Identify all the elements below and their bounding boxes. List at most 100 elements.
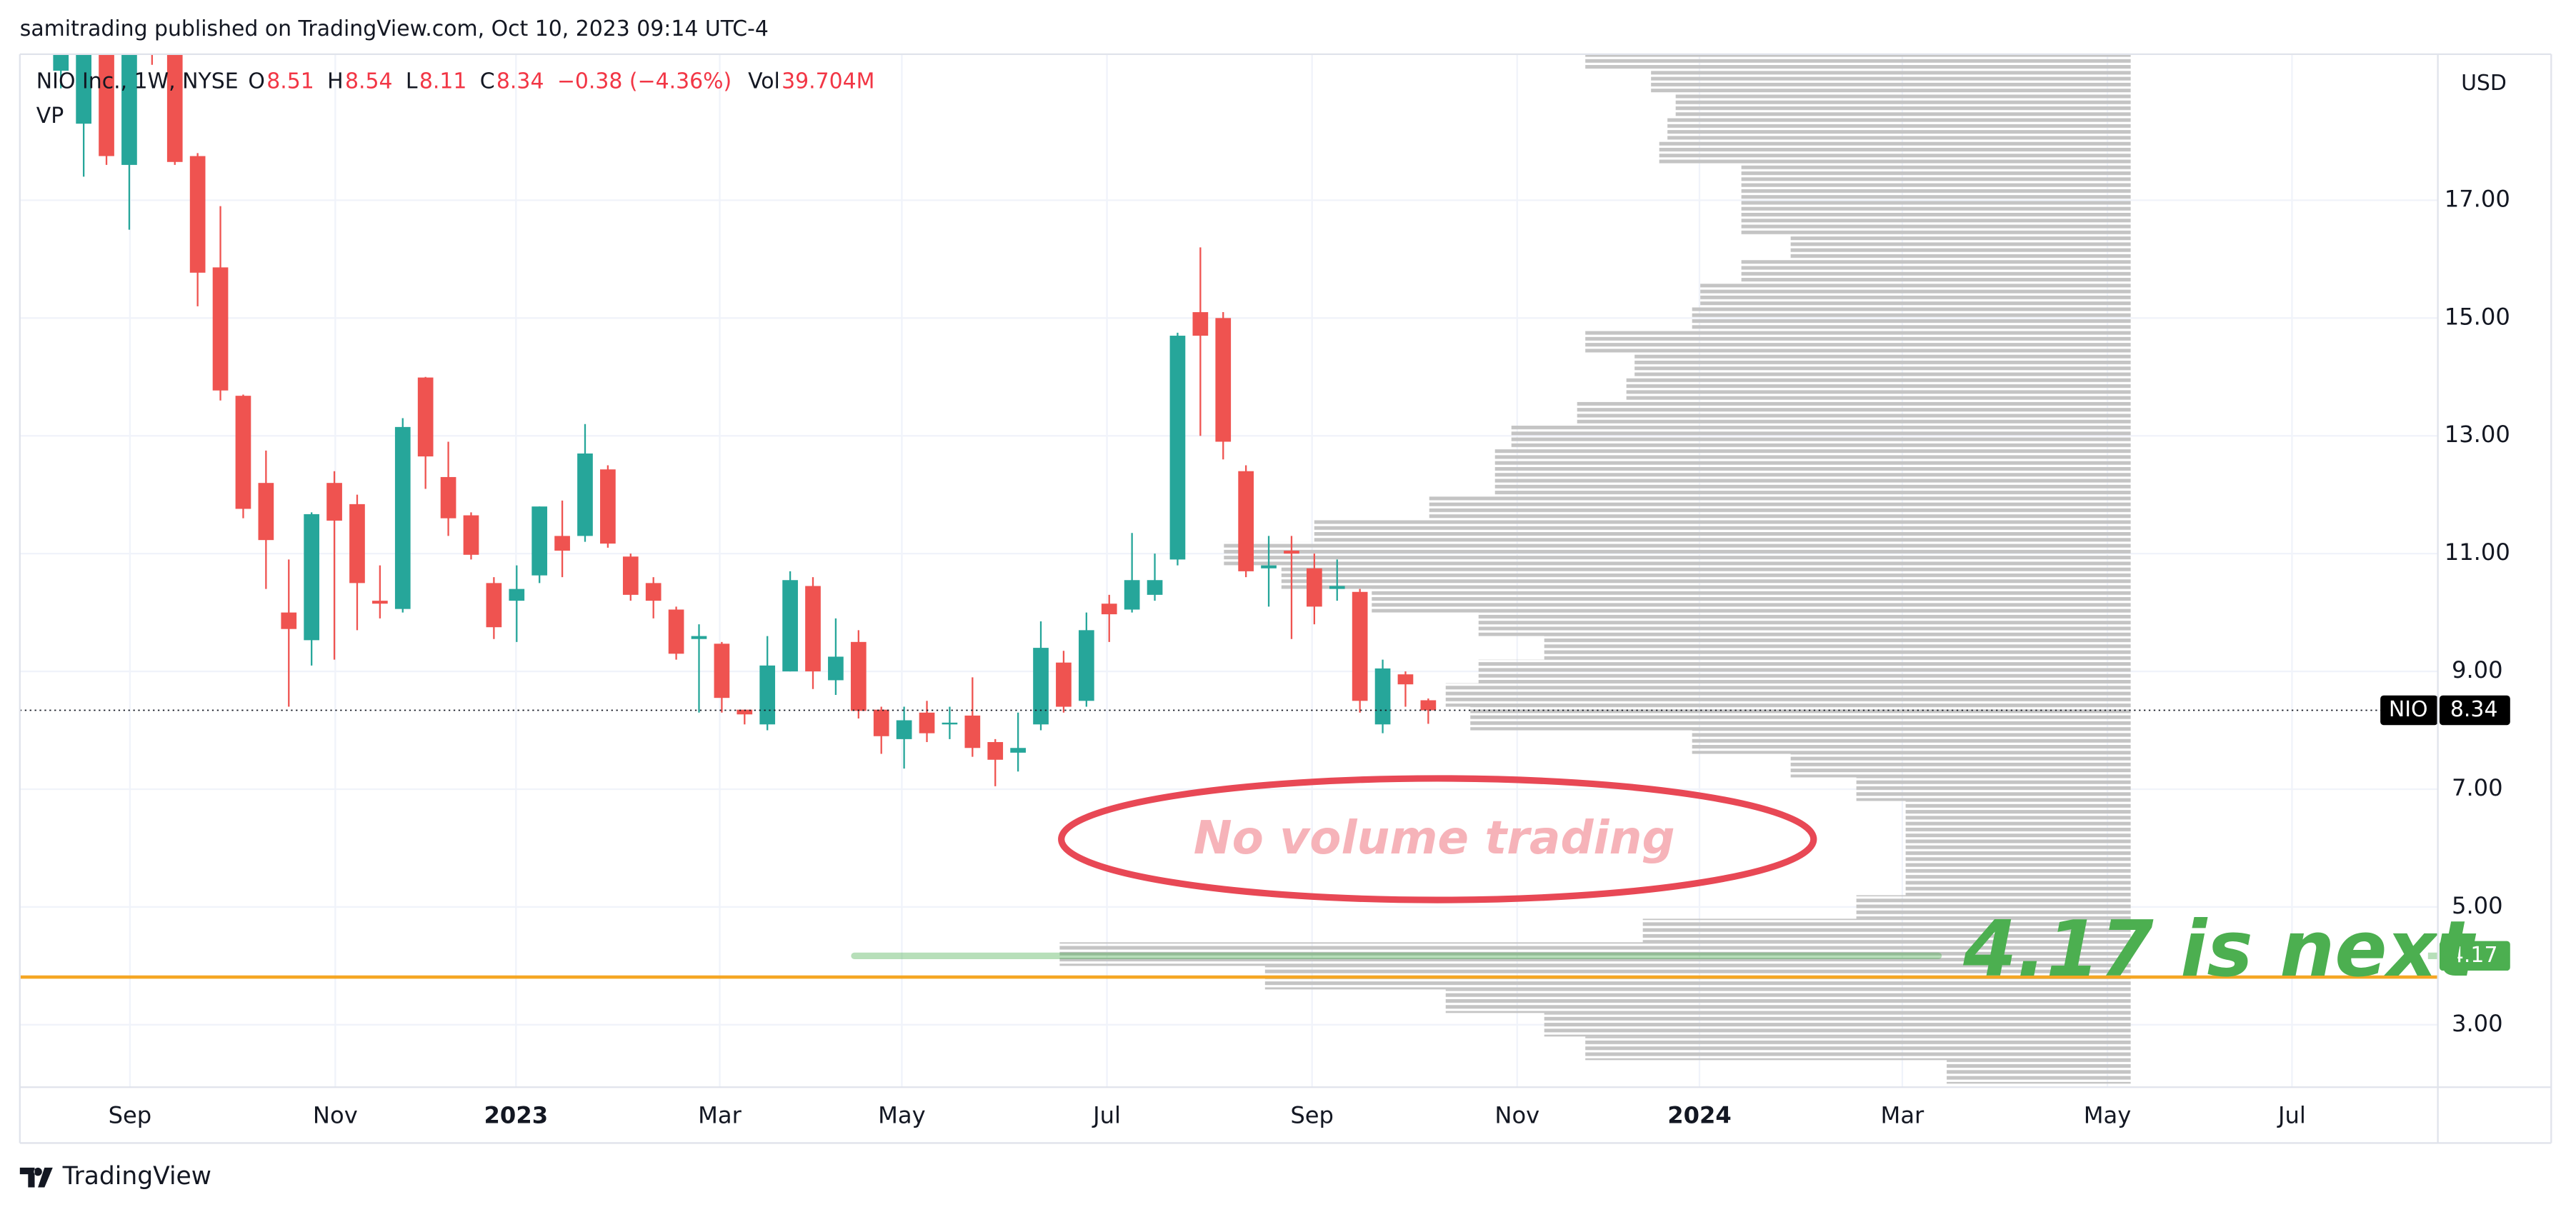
candle-body [873, 709, 889, 736]
volume-bar [1790, 753, 2131, 778]
volume-bar [1905, 848, 2131, 872]
candle-body [1078, 630, 1094, 701]
candle-body [440, 476, 456, 519]
x-tick-label: Nov [1494, 1102, 1539, 1129]
candle-body [531, 506, 548, 576]
price-tag [2439, 695, 2510, 726]
candle-body [1192, 312, 1209, 336]
candle-body [668, 609, 684, 654]
volume-bar [1741, 188, 2131, 212]
volume-bar [1790, 235, 2131, 259]
x-tick-label: 2024 [1667, 1102, 1732, 1129]
volume-bar [1314, 518, 2131, 542]
candle-body [349, 504, 365, 584]
volume-bar [1675, 94, 2131, 118]
candle-body [486, 583, 502, 628]
x-tick-label: May [878, 1102, 926, 1129]
legend-key: Vol [748, 69, 780, 94]
volume-bar [1429, 494, 2131, 519]
indicator-name: VP [36, 104, 64, 129]
annotation-text: 4.17 is next [1962, 905, 2476, 994]
candle-body [235, 396, 251, 509]
legend-value: 8.34 [496, 69, 544, 94]
candle-body [1329, 586, 1345, 589]
candle-body [1261, 565, 1277, 569]
y-tick-label: 9.00 [2452, 656, 2503, 683]
candle-body [121, 54, 137, 165]
legend-key: H [327, 69, 343, 94]
candle-body [1124, 580, 1140, 610]
legend: NIO Inc., 1W, NYSE VP O 8.51 H 8.54 L 8.11 C 8.… [36, 69, 875, 128]
overlays: NIO 8.34 4.17 No volume trading 4.17 is next [19, 695, 2510, 994]
y-tick-label: 5.00 [2452, 892, 2503, 919]
candle-body [394, 426, 411, 609]
candle-body [281, 612, 297, 629]
candle-body [919, 712, 935, 733]
volume-bar [1059, 942, 2131, 966]
candle-body [554, 536, 570, 551]
candle-body [1352, 591, 1368, 701]
candle-body [1010, 748, 1026, 753]
candle-body [509, 589, 525, 601]
candle-body [942, 722, 958, 725]
x-tick-label: Jul [1092, 1102, 1121, 1129]
volume-bar [1741, 211, 2131, 236]
candle-body [1147, 580, 1163, 595]
currency[interactable]: USD [2461, 71, 2507, 96]
y-tick-label: 3.00 [2452, 1010, 2503, 1037]
candle-body [304, 514, 320, 641]
volume-bar [1445, 989, 2131, 1013]
candle-body [1397, 674, 1414, 685]
brand: TradingView [62, 1162, 211, 1191]
volume-bar [1692, 730, 2131, 754]
x-tick-label: Sep [1290, 1102, 1334, 1129]
candle-body [1033, 648, 1049, 725]
candle-body [372, 601, 388, 604]
legend-value: 8.11 [419, 69, 467, 94]
legend-key: C [480, 69, 495, 94]
volume-bar [1905, 824, 2131, 848]
volume-bar [1478, 659, 2131, 683]
candle-body [1056, 662, 1072, 707]
candle-body [1374, 668, 1391, 725]
x-tick-label: 2023 [484, 1102, 549, 1129]
volume-bar [1585, 54, 2131, 71]
volume-bar [1659, 141, 2131, 165]
x-tick-label: May [2084, 1102, 2132, 1129]
candle-body [1215, 318, 1232, 442]
brand-logo [19, 1167, 53, 1188]
candle-body [1307, 568, 1322, 607]
volume-bar [1741, 164, 2131, 189]
volume-bar [1372, 589, 2131, 613]
candle-body [212, 267, 229, 391]
volume-bar [1478, 612, 2131, 636]
candle-body [326, 483, 342, 521]
candle-body [737, 709, 753, 715]
annotation-ellipse [1058, 775, 1817, 903]
currency-box[interactable] [2447, 62, 2520, 106]
volume-bar [1947, 1060, 2131, 1084]
volume-bar [1494, 471, 2131, 495]
candle-body [850, 641, 867, 711]
volume-bar [1634, 353, 2131, 377]
candle-body [759, 665, 776, 725]
legend-key: L [406, 69, 418, 94]
legend-key: O [248, 69, 265, 94]
x-tick-label: Sep [109, 1102, 152, 1129]
x-tick-label: Mar [1881, 1102, 1924, 1129]
volume-bar [1905, 801, 2131, 825]
volume-bar [1642, 918, 2131, 943]
x-tick-label: Mar [698, 1102, 742, 1129]
candle-body [189, 156, 206, 273]
volume-bar [1445, 683, 2131, 707]
volume-bar [1585, 1036, 2131, 1061]
legend-value: 8.54 [345, 69, 393, 94]
candle-body [896, 720, 912, 739]
candle-body [76, 54, 91, 124]
candle-body [577, 453, 593, 536]
volume-bar [1667, 117, 2131, 141]
volume-bar [1626, 376, 2131, 401]
candle-body [1238, 471, 1254, 571]
